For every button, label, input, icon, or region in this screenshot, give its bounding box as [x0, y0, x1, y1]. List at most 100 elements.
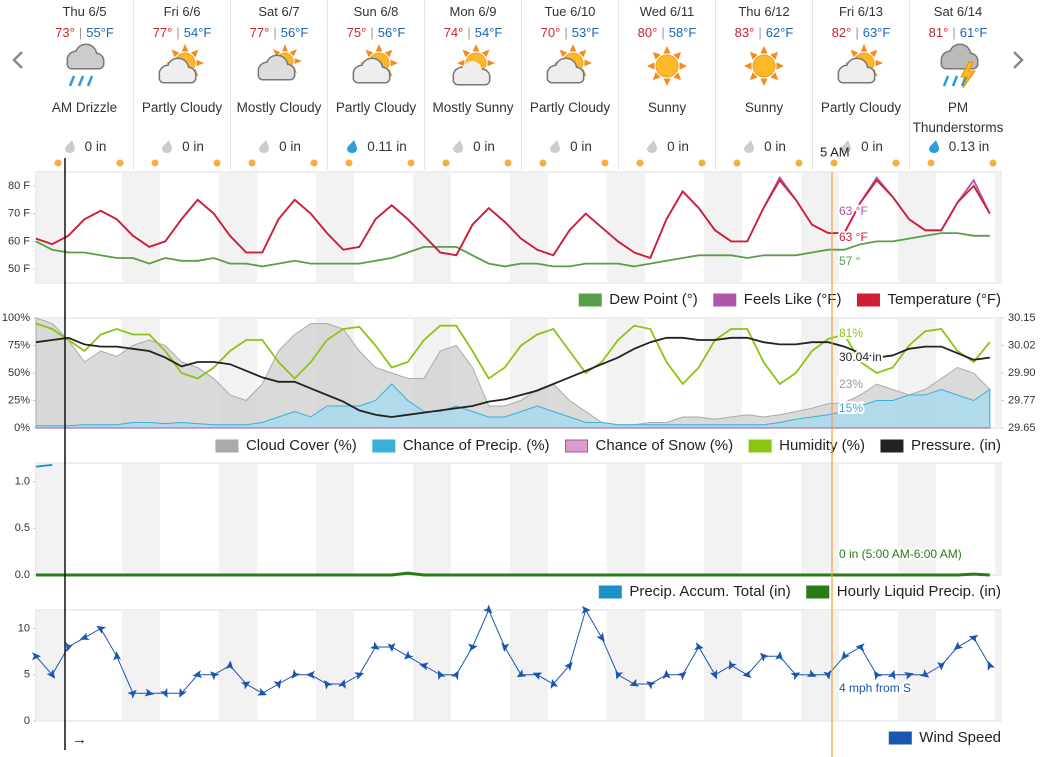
- legend-label: Chance of Precip. (%): [403, 437, 550, 454]
- sun-ray: [457, 59, 465, 67]
- cloud: [839, 59, 874, 82]
- night-band: [801, 464, 839, 575]
- day-name: Fri 6/6: [163, 4, 201, 19]
- drop: [347, 140, 358, 153]
- wind-arrow: [646, 681, 656, 690]
- day-temps: 80° | 58°F: [619, 25, 715, 40]
- sun-ray: [481, 49, 490, 58]
- night-band: [510, 173, 548, 283]
- cursor-label: 23%: [839, 377, 863, 391]
- weather-icon: [66, 43, 105, 87]
- wind-arrow: [240, 681, 251, 690]
- legend-swatch: [748, 439, 772, 453]
- y-tick-label: 0%: [14, 422, 30, 434]
- sun-ray: [294, 58, 302, 64]
- cursor-label: 63 °F: [839, 204, 868, 218]
- night-band: [316, 611, 354, 721]
- night-band: [413, 611, 451, 721]
- sun-ray: [663, 46, 671, 54]
- night-band: [607, 319, 645, 428]
- sun: [655, 54, 679, 78]
- sun-ray: [273, 49, 281, 57]
- wind-arrow: [438, 670, 446, 681]
- sun-ray: [289, 49, 297, 57]
- night-band: [607, 173, 645, 283]
- wind-arrow: [615, 669, 624, 680]
- rain: [960, 75, 968, 87]
- wind-arrow: [450, 670, 459, 681]
- day-column: Mon 6/9 74° | 54°F Mostly Sunny 0 in: [424, 0, 521, 170]
- wind-arrow: [192, 670, 203, 678]
- day-temps: 75° | 56°F: [328, 25, 424, 40]
- wind-arrow: [694, 642, 704, 650]
- precip-amount: 0 in: [764, 139, 786, 154]
- drop: [453, 140, 464, 153]
- sun-ray: [760, 46, 768, 54]
- precip: 0.13 in: [910, 139, 1006, 154]
- low-temp: 54°F: [183, 25, 212, 40]
- day-column: Tue 6/10 70° | 53°F Partly Cloudy 0 in: [521, 0, 618, 170]
- wind-arrow: [742, 670, 752, 679]
- legend-swatch: [888, 731, 912, 745]
- weather-icon: [452, 44, 495, 86]
- night-band: [122, 464, 160, 575]
- drop-icon: [841, 140, 852, 153]
- legend-label: Hourly Liquid Precip. (in): [837, 583, 1001, 600]
- sun-ray: [673, 72, 682, 81]
- night-band: [801, 319, 839, 428]
- drop-icon: [259, 140, 270, 153]
- sun-ray: [776, 62, 784, 70]
- y2-tick-label: 29.65: [1008, 422, 1036, 434]
- separator: |: [564, 25, 568, 40]
- separator: |: [467, 25, 471, 40]
- sun-ray: [770, 51, 779, 60]
- night-band: [607, 611, 645, 721]
- line: [35, 175, 991, 260]
- sun: [752, 54, 776, 78]
- cursor-label: 15%: [839, 401, 863, 415]
- wind-arrow: [662, 669, 671, 679]
- condition: Partly Cloudy: [141, 100, 223, 115]
- legend-swatch: [713, 293, 737, 307]
- low-temp: 62°F: [765, 25, 794, 40]
- night-band: [37, 319, 64, 428]
- day-name: Sun 6/8: [353, 4, 399, 19]
- wind-arrow: [113, 651, 122, 661]
- night-band: [37, 611, 64, 721]
- night-band: [995, 319, 1001, 428]
- legend-swatch: [880, 439, 904, 453]
- rain: [68, 75, 76, 87]
- wind-arrow: [629, 678, 640, 687]
- day-name: Tue 6/10: [544, 4, 596, 19]
- condition: AM Drizzle: [51, 100, 118, 115]
- wind-arrow: [759, 652, 770, 662]
- wind-arrow: [127, 689, 137, 699]
- cloud: [160, 59, 195, 82]
- cloud: [354, 59, 389, 82]
- wind-arrow: [987, 660, 996, 671]
- y-tick-label: 5: [24, 669, 30, 681]
- wind-arrow: [65, 642, 74, 652]
- wind-arrow: [79, 632, 90, 641]
- sun-ray: [171, 49, 180, 58]
- legend-swatch: [598, 585, 622, 599]
- drop-icon: [928, 140, 939, 153]
- night-band: [122, 319, 160, 428]
- precip-amount: 0.13 in: [948, 139, 990, 154]
- sun-ray: [749, 51, 758, 60]
- drop-icon: [550, 140, 561, 153]
- y-tick-label: 50 F: [8, 263, 30, 275]
- day-name: Mon 6/9: [449, 4, 497, 19]
- drop: [647, 140, 658, 153]
- wind-arrow: [550, 679, 559, 689]
- night-band: [704, 464, 742, 575]
- wind-arrow: [887, 670, 896, 680]
- cursor-label: 57 °: [839, 254, 861, 268]
- bolt: [960, 61, 976, 89]
- day-column: Fri 6/13 82° | 63°F Partly Cloudy 0 in: [812, 0, 909, 170]
- night-band: [122, 173, 160, 283]
- line: [36, 571, 990, 577]
- plot-frame: [35, 609, 1002, 722]
- legend-swatch: [578, 293, 602, 307]
